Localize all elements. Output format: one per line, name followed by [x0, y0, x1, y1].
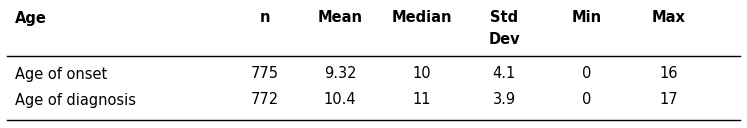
Text: 10.4: 10.4 [323, 93, 356, 108]
Text: 17: 17 [660, 93, 678, 108]
Text: 9.32: 9.32 [323, 67, 356, 82]
Text: Age: Age [15, 10, 47, 25]
Text: 11: 11 [413, 93, 431, 108]
Text: 772: 772 [251, 93, 279, 108]
Text: 0: 0 [582, 67, 591, 82]
Text: 0: 0 [582, 93, 591, 108]
Text: 775: 775 [251, 67, 279, 82]
Text: n: n [260, 10, 270, 25]
Text: Max: Max [651, 10, 686, 25]
Text: Mean: Mean [317, 10, 362, 25]
Text: Median: Median [392, 10, 452, 25]
Text: 16: 16 [660, 67, 678, 82]
Text: Min: Min [571, 10, 601, 25]
Text: Std: Std [490, 10, 518, 25]
Text: Dev: Dev [489, 33, 520, 47]
Text: 10: 10 [413, 67, 431, 82]
Text: Age of diagnosis: Age of diagnosis [15, 93, 136, 108]
Text: 3.9: 3.9 [493, 93, 515, 108]
Text: 4.1: 4.1 [492, 67, 516, 82]
Text: Age of onset: Age of onset [15, 67, 107, 82]
